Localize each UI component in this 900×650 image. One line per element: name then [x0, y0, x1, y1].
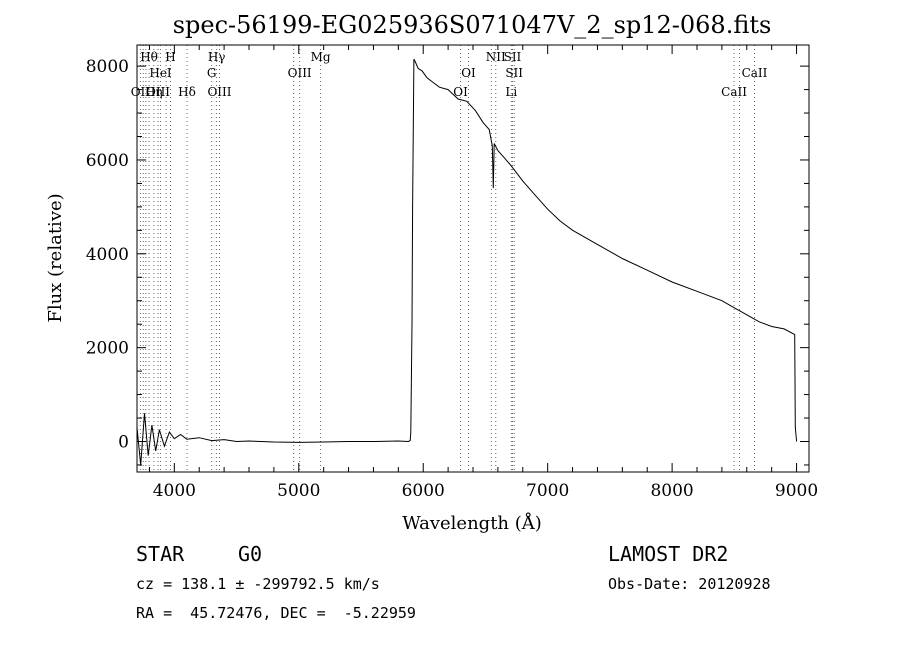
line-label-5: OIII — [146, 85, 170, 99]
y-tick-label-1: 2000 — [86, 339, 129, 359]
y-tick-label-3: 6000 — [86, 151, 129, 171]
emission-line-markers — [139, 45, 755, 472]
line-label-17: OI — [461, 66, 476, 80]
survey-label: LAMOST DR2 — [608, 542, 729, 566]
line-label-9: Hδ — [178, 85, 196, 99]
line-label-15: Mg — [311, 50, 331, 64]
spectrum-line — [136, 58, 798, 466]
plot-frame — [136, 44, 810, 473]
x-tick-label-4: 8000 — [650, 481, 693, 501]
x-tick-label-3: 7000 — [526, 481, 569, 501]
line-label-20: Li — [505, 85, 517, 99]
velocity-readout: cz = 138.1 ± -299792.5 km/s — [136, 575, 380, 593]
y-axis-label: Flux (relative) — [45, 193, 66, 322]
emission-line-labels: OIIHθHηOIIIHeIHHδGHγOIIIOIIIMgOIOINIILiS… — [131, 50, 768, 99]
line-label-21: SII — [504, 50, 522, 64]
line-label-6: HeI — [149, 66, 172, 80]
obs-date: Obs-Date: 20120928 — [608, 575, 771, 593]
y-tick-label-4: 8000 — [86, 57, 129, 77]
chart-title: spec-56199-EG025936S071047V_2_sp12-068.f… — [173, 11, 772, 39]
x-tick-label-0: 4000 — [153, 481, 196, 501]
line-label-25: CaII — [742, 66, 768, 80]
line-label-23: CaII — [721, 85, 747, 99]
x-axis-label: Wavelength (Å) — [402, 512, 542, 534]
y-axis: 0 2000 4000 6000 8000 — [86, 57, 809, 466]
line-label-0: OII — [131, 85, 151, 99]
y-tick-label-0: 0 — [118, 433, 129, 453]
line-label-14: OIII — [288, 66, 312, 80]
line-label-4: Hη — [145, 85, 163, 99]
line-label-19: NII — [486, 50, 506, 64]
line-label-8: H — [165, 50, 175, 64]
spectral-class-label: STAR — [136, 542, 185, 566]
line-label-10: G — [207, 66, 217, 80]
x-tick-label-5: 9000 — [775, 481, 818, 501]
x-axis: 4000 5000 6000 7000 8000 9000 — [148, 45, 818, 501]
line-label-3: Hθ — [140, 50, 158, 64]
line-label-11: Hγ — [208, 50, 226, 64]
coordinates-readout: RA = 45.72476, DEC = -5.22959 — [136, 604, 416, 622]
line-label-16: OI — [453, 85, 468, 99]
line-label-12: OIII — [207, 85, 231, 99]
spectral-subclass: G0 — [238, 542, 263, 566]
y-tick-label-2: 4000 — [86, 245, 129, 265]
x-tick-label-2: 6000 — [402, 481, 445, 501]
x-tick-label-1: 5000 — [277, 481, 320, 501]
line-label-22: SII — [505, 66, 523, 80]
